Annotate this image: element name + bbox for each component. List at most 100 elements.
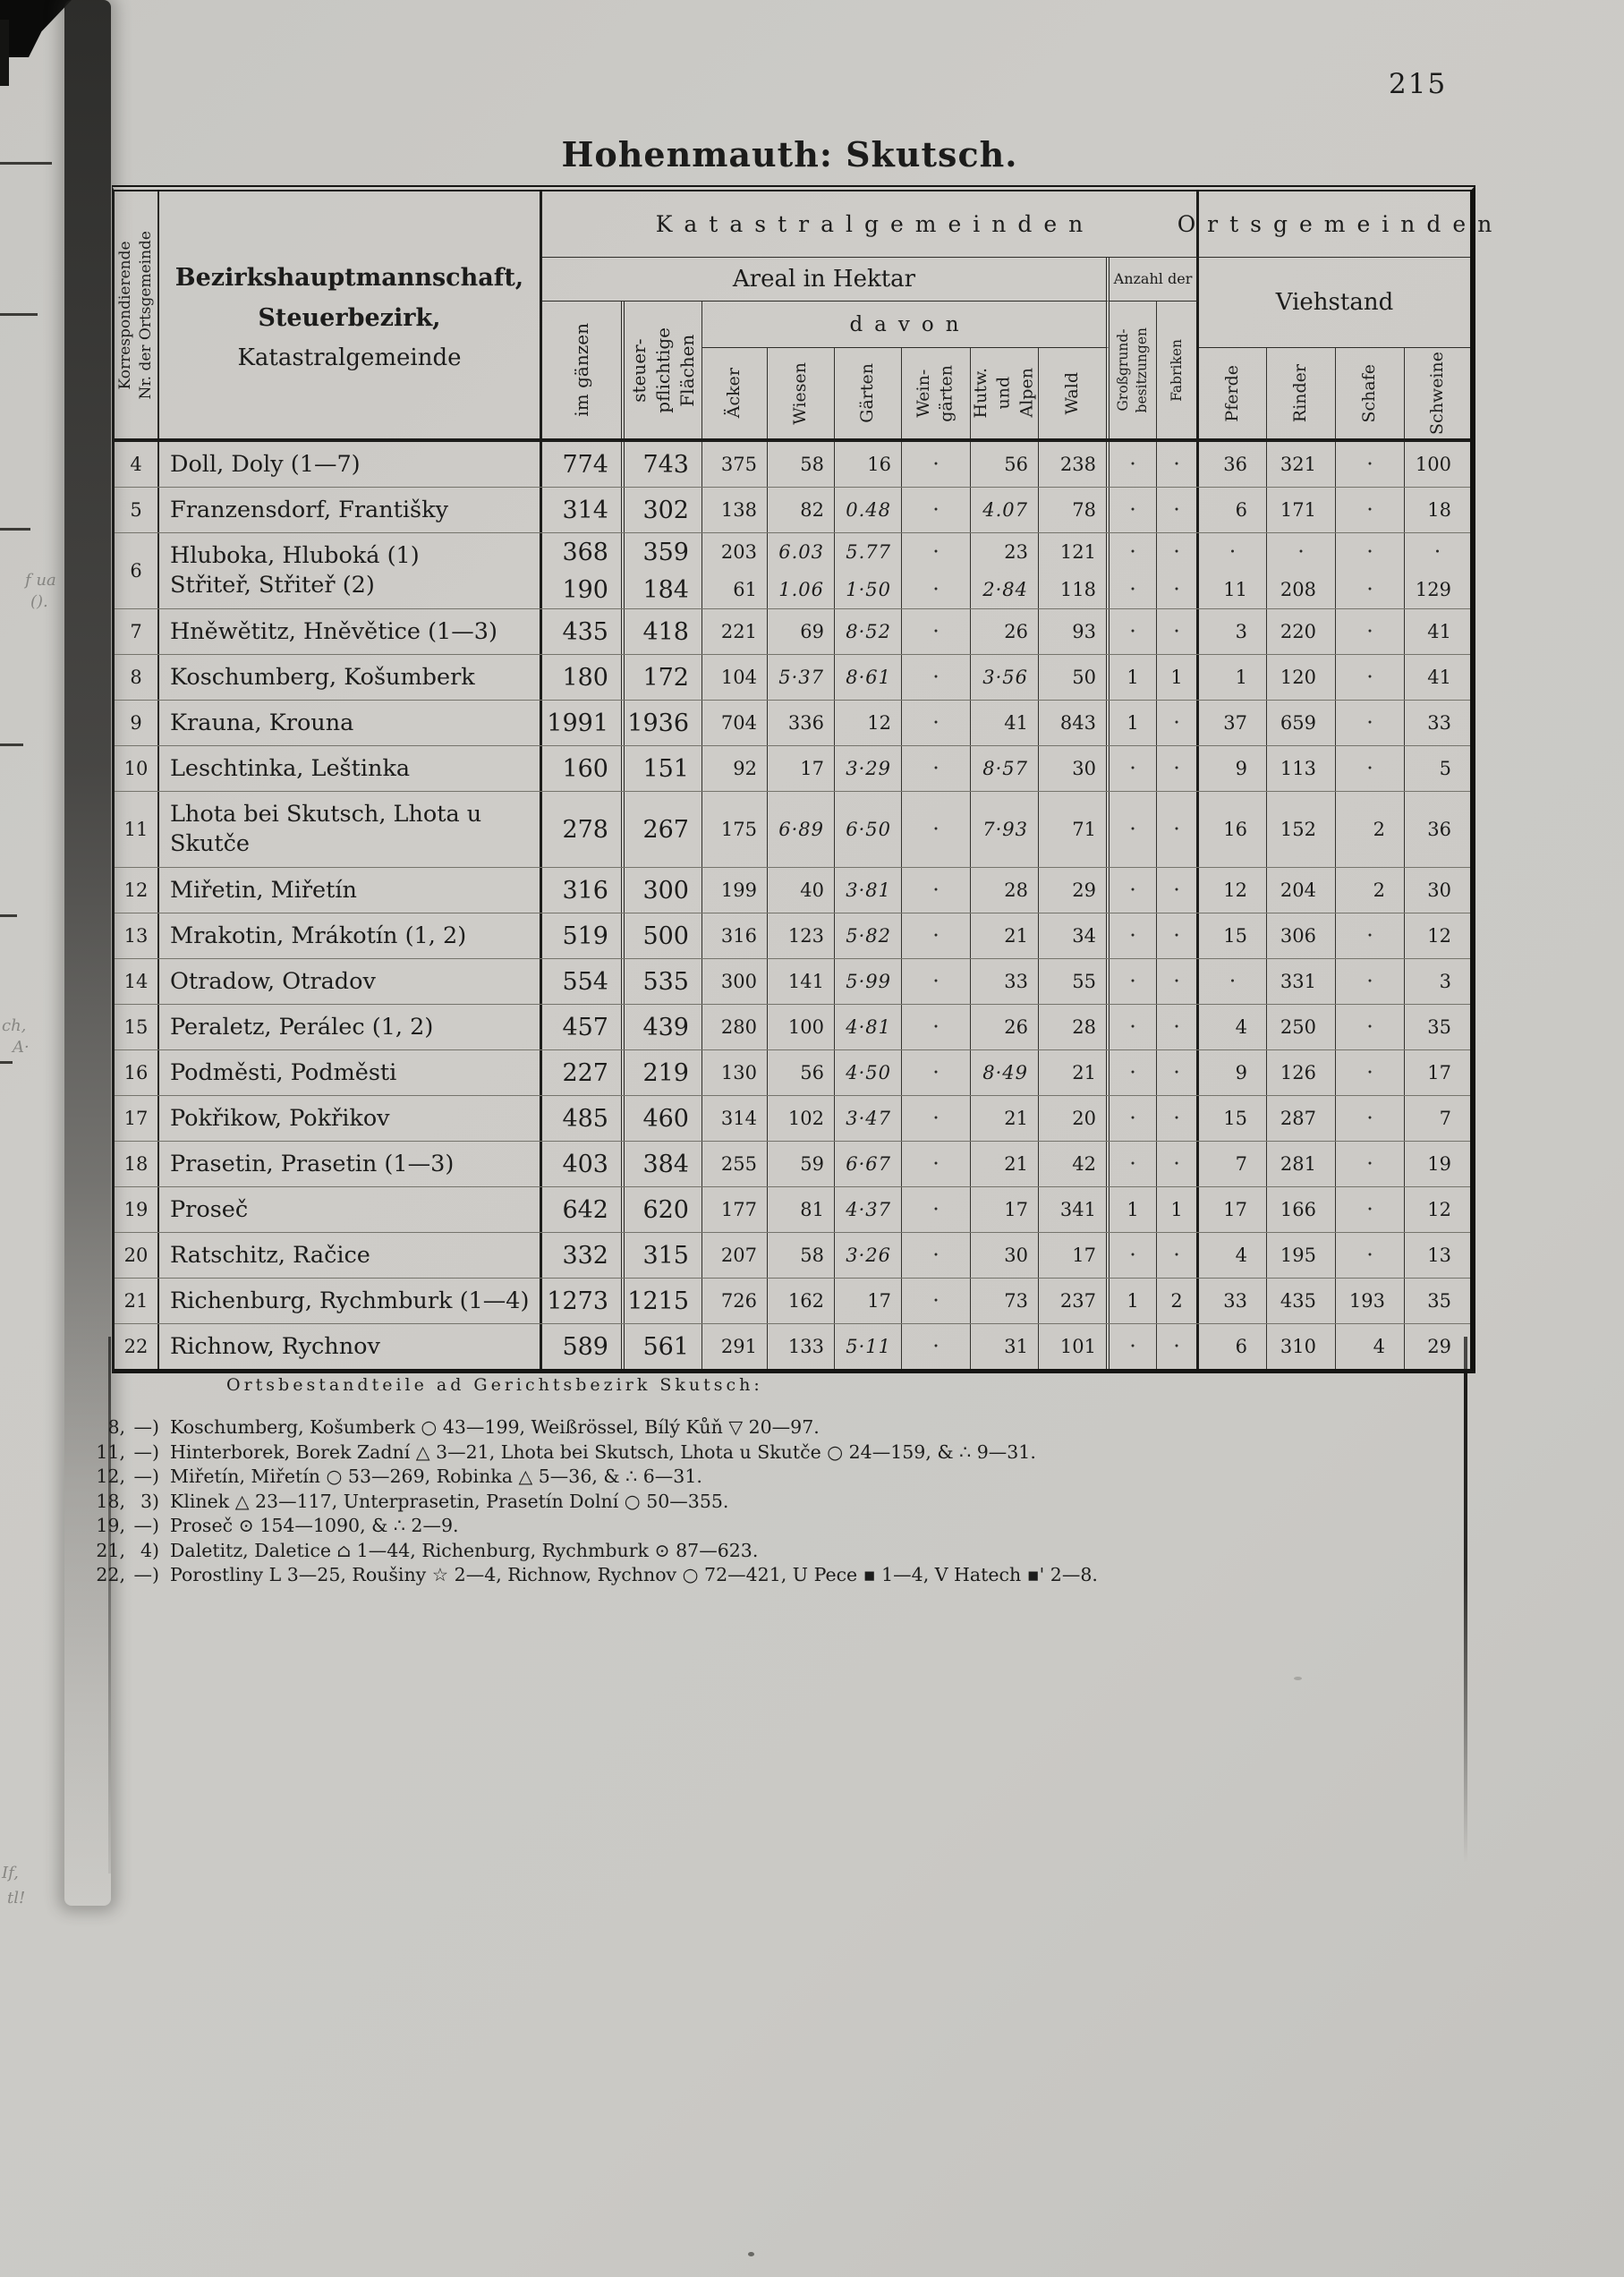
cell-value: 6·50 (846, 819, 891, 840)
table-cell: 12 (1405, 913, 1470, 958)
table-cell: · (1110, 792, 1157, 867)
table-cell: 17 (835, 1279, 902, 1323)
table-cell: · (1336, 913, 1405, 958)
table-cell: 2 (1336, 792, 1405, 867)
table-cell: 1 (1157, 655, 1199, 700)
table-cell: 78 (1039, 488, 1110, 532)
table-cell: 30 (1039, 746, 1110, 791)
header-wiesen: Wiesen (768, 348, 835, 438)
table-cell: 6.03 1.06 (768, 533, 835, 608)
table-cell: 71 (1039, 792, 1110, 867)
table-cell: · (902, 1324, 971, 1369)
table-cell: 267 (625, 792, 702, 867)
table-cell: 50 (1039, 655, 1110, 700)
cell-value: 152 (1280, 819, 1316, 840)
header-line: Steuerbezirk, (258, 304, 441, 333)
cell-value: 12 (1427, 925, 1451, 947)
table-cell: · (902, 1050, 971, 1095)
table-cell: 203 61 (702, 533, 768, 608)
cell-value: 61 (733, 579, 757, 600)
cell-value: · (1129, 578, 1136, 601)
row-number: 10 (115, 746, 159, 791)
place-name: Lhota bei Skutsch, Lhota u Skutče (159, 792, 542, 867)
cell-value: 4.07 (982, 499, 1028, 521)
margin-bleedthrough-text: If, (2, 1864, 19, 1882)
table-cell: 172 (625, 655, 702, 700)
table-cell: 500 (625, 913, 702, 958)
table-cell: 21 (971, 1096, 1039, 1141)
table-cell: 12 (1199, 868, 1267, 913)
row-number: 8 (115, 655, 159, 700)
table-cell: 59 (768, 1142, 835, 1186)
margin-bleedthrough-text: tl! (7, 1889, 26, 1907)
table-cell: 17 (768, 746, 835, 791)
row-number: 7 (115, 609, 159, 654)
table-cell: 130 (702, 1050, 768, 1095)
binding-crease-rule (108, 1337, 111, 1873)
cell-value: · (1173, 879, 1180, 902)
footnote-text: Hinterborek, Borek Zadní △ 3—21, Lhota b… (170, 1440, 1036, 1463)
cell-value: 1 (1235, 667, 1247, 688)
table-cell: 16 (835, 442, 902, 487)
table-cell: 255 (702, 1142, 768, 1186)
cell-value: 35 (1427, 1290, 1451, 1312)
cell-value: 172 (642, 663, 689, 692)
cell-value: 102 (787, 1108, 824, 1129)
table-cell: 195 (1267, 1233, 1336, 1278)
page-title: Hohenmauth: Skutsch. (561, 134, 1018, 174)
table-cell: 28 (971, 868, 1039, 913)
cell-value: 17 (1223, 1199, 1247, 1220)
table-cell: 2 (1336, 868, 1405, 913)
header-schweine: Schweine (1426, 352, 1447, 435)
cell-value: · (932, 666, 940, 689)
place-name: Krauna, Krouna (159, 701, 542, 745)
table-cell: 310 (1267, 1324, 1336, 1369)
table-cell: · (1157, 792, 1199, 867)
header-bezirkshauptmannschaft: Bezirkshauptmannschaft, Steuerbezirk, Ka… (159, 191, 542, 438)
cell-value: · (1173, 711, 1180, 735)
cell-value: · (932, 498, 940, 522)
table-cell: · (1110, 1050, 1157, 1095)
cell-value: 5·11 (846, 1336, 891, 1357)
cell-value: 316 (562, 876, 608, 905)
table-cell: 100 (1405, 442, 1470, 487)
table-cell: 561 (625, 1324, 702, 1369)
cell-value: 500 (642, 922, 689, 950)
cell-value: 199 (720, 879, 757, 901)
table-cell: · (902, 1187, 971, 1232)
cell-value: 34 (1072, 925, 1096, 947)
table-cell: 207 (702, 1233, 768, 1278)
table-cell: 102 (768, 1096, 835, 1141)
cell-value: 238 (1059, 454, 1096, 475)
cell-value: 151 (642, 754, 689, 783)
table-cell: 300 (625, 868, 702, 913)
table-cell: · (902, 792, 971, 867)
cell-value: · (1366, 1107, 1373, 1130)
cell-value: 7·93 (982, 819, 1028, 840)
table-cell: · (902, 746, 971, 791)
footnote-line: 18, 3) Klinek △ 23—117, Unterprasetin, Pra… (73, 1490, 1416, 1515)
cell-value: · (1173, 1244, 1180, 1267)
table-cell: 6 (1199, 1324, 1267, 1369)
table-cell: 204 (1267, 868, 1336, 913)
place-name: Proseč (159, 1187, 542, 1232)
table-cell: 177 (702, 1187, 768, 1232)
table-cell: 12 (835, 701, 902, 745)
cell-value: 4 (1235, 1016, 1247, 1038)
cell-value: 1 (1127, 712, 1139, 734)
cell-value: 9 (1235, 758, 1247, 779)
cell-value: 12 (1223, 879, 1247, 901)
table-cell: · (1336, 488, 1405, 532)
cell-value: · (1366, 620, 1373, 643)
cell-value: · (1366, 1061, 1373, 1084)
cell-value: 31 (1004, 1336, 1028, 1357)
cell-value: · (1366, 666, 1373, 689)
cell-value: · (932, 1198, 940, 1221)
table-cell: 457 (542, 1005, 625, 1049)
cell-value: · (1129, 540, 1136, 564)
table-cell: 121 118 (1039, 533, 1110, 608)
table-cell: · (902, 959, 971, 1004)
cell-value: 314 (562, 496, 608, 524)
cell-value: · (1173, 578, 1180, 601)
row-number: 14 (115, 959, 159, 1004)
